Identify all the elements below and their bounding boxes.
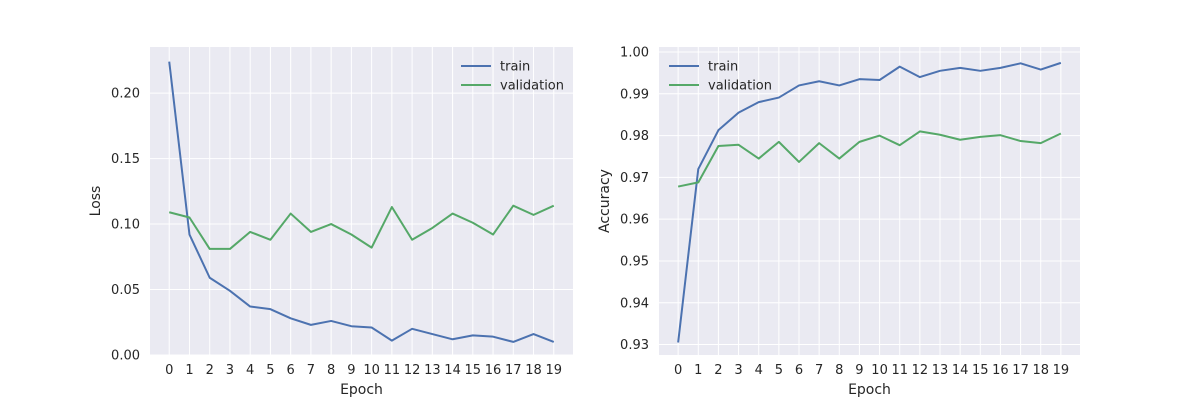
x-tick-label: 9 bbox=[347, 363, 355, 378]
plot-area bbox=[150, 47, 573, 355]
x-tick-label: 14 bbox=[444, 363, 461, 378]
x-axis-label: Epoch bbox=[848, 382, 891, 398]
y-tick-label: 0.10 bbox=[111, 218, 140, 233]
x-tick-label: 12 bbox=[912, 363, 929, 378]
x-tick-label: 10 bbox=[363, 363, 380, 378]
x-tick-label: 0 bbox=[165, 363, 173, 378]
y-tick-label: 0.96 bbox=[620, 213, 649, 228]
x-tick-label: 4 bbox=[246, 363, 254, 378]
x-tick-label: 16 bbox=[992, 363, 1009, 378]
x-tick-label: 6 bbox=[795, 363, 803, 378]
chart-panel-2: 0 1 2 3 4 5 6 7 8 9 10 11 12 13 14 15 16 17 18 190.930.940.… bbox=[597, 46, 1080, 398]
x-tick-label: 6 bbox=[287, 363, 295, 378]
series-line-train bbox=[677, 61, 1062, 343]
x-tick-label: 9 bbox=[855, 363, 863, 378]
x-tick-label: 2 bbox=[714, 363, 722, 378]
y-tick-label: 0.00 bbox=[111, 349, 140, 364]
series-line-train bbox=[168, 61, 555, 343]
x-tick-label: 14 bbox=[952, 363, 969, 378]
plot-area bbox=[659, 47, 1080, 355]
y-axis-label: Loss bbox=[88, 186, 104, 217]
chart-panel-1: 0 1 2 3 4 5 6 7 8 9 10 11 12 13 14 15 16 17 18 190.000.050.… bbox=[88, 47, 573, 398]
y-tick-label: 1.00 bbox=[620, 46, 649, 61]
legend: train validation bbox=[669, 60, 772, 94]
x-tick-label: 3 bbox=[226, 363, 234, 378]
y-tick-label: 0.94 bbox=[620, 296, 649, 311]
y-tick-label: 0.95 bbox=[620, 254, 649, 269]
x-tick-label: 11 bbox=[891, 363, 908, 378]
x-tick-label: 16 bbox=[485, 363, 502, 378]
x-tick-label: 11 bbox=[384, 363, 401, 378]
y-tick-label: 0.15 bbox=[111, 152, 140, 167]
x-tick-label: 7 bbox=[307, 363, 315, 378]
x-tick-label: 5 bbox=[775, 363, 783, 378]
x-tick-label: 3 bbox=[734, 363, 742, 378]
legend-label-validation: validation bbox=[708, 79, 772, 94]
y-axis-label: Accuracy bbox=[597, 169, 613, 233]
legend-label-train: train bbox=[500, 60, 530, 75]
x-tick-label: 17 bbox=[1012, 363, 1029, 378]
x-tick-label: 7 bbox=[815, 363, 823, 378]
legend: train validation bbox=[461, 60, 564, 94]
x-tick-label: 4 bbox=[755, 363, 763, 378]
y-tick-label: 0.93 bbox=[620, 338, 649, 353]
x-tick-label: 12 bbox=[404, 363, 421, 378]
x-axis-label: Epoch bbox=[340, 382, 383, 398]
x-tick-label: 17 bbox=[505, 363, 522, 378]
y-tick-label: 0.99 bbox=[620, 87, 649, 102]
series-line-validation bbox=[168, 204, 555, 250]
x-tick-label: 13 bbox=[424, 363, 441, 378]
x-tick-label: 8 bbox=[835, 363, 843, 378]
x-tick-label: 5 bbox=[266, 363, 274, 378]
x-tick-label: 0 bbox=[674, 363, 682, 378]
x-tick-label: 18 bbox=[1032, 363, 1049, 378]
y-tick-label: 0.05 bbox=[111, 283, 140, 298]
x-tick-label: 19 bbox=[545, 363, 562, 378]
x-tick-label: 15 bbox=[465, 363, 482, 378]
x-tick-label: 2 bbox=[206, 363, 214, 378]
x-tick-label: 10 bbox=[871, 363, 888, 378]
legend-label-train: train bbox=[708, 60, 738, 75]
x-tick-label: 8 bbox=[327, 363, 335, 378]
x-tick-label: 15 bbox=[972, 363, 989, 378]
y-tick-label: 0.20 bbox=[111, 87, 140, 102]
y-tick-label: 0.98 bbox=[620, 129, 649, 144]
x-tick-label: 1 bbox=[694, 363, 702, 378]
y-tick-label: 0.97 bbox=[620, 171, 649, 186]
x-tick-label: 19 bbox=[1053, 363, 1070, 378]
x-tick-label: 18 bbox=[525, 363, 542, 378]
x-tick-label: 1 bbox=[185, 363, 193, 378]
x-tick-label: 13 bbox=[932, 363, 949, 378]
series-line-validation bbox=[677, 130, 1062, 188]
legend-label-validation: validation bbox=[500, 79, 564, 94]
